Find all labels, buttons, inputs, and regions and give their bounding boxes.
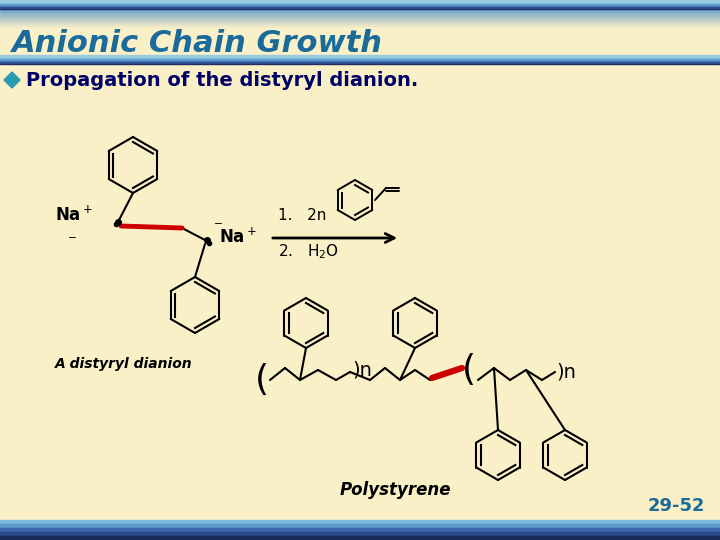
Bar [0, 15, 720, 16]
Bar [0, 520, 720, 524]
Bar [0, 6, 720, 8]
Bar [0, 8, 720, 9]
Text: (: ( [462, 353, 476, 387]
Text: Na$^+$: Na$^+$ [219, 228, 257, 247]
Text: A distyryl dianion: A distyryl dianion [55, 357, 193, 371]
Bar [0, 26, 720, 27]
Bar [0, 61, 720, 63]
Bar [0, 25, 720, 26]
Text: Anionic Chain Growth: Anionic Chain Growth [12, 29, 383, 57]
Bar [0, 536, 720, 540]
Bar [0, 58, 720, 59]
Bar [0, 0, 720, 2]
Bar [0, 0, 720, 55]
Text: Polystyrene: Polystyrene [339, 481, 451, 499]
Bar [0, 528, 720, 532]
Bar [0, 18, 720, 19]
Bar [0, 13, 720, 14]
Bar [0, 12, 720, 13]
Bar [0, 63, 720, 64]
Text: )n: )n [352, 361, 372, 380]
Bar [0, 2, 720, 3]
Bar [0, 23, 720, 24]
Bar [0, 16, 720, 17]
Bar [0, 17, 720, 18]
Bar [0, 14, 720, 15]
Bar [0, 22, 720, 23]
Bar [0, 4, 720, 6]
Bar [0, 11, 720, 12]
Text: 1.   2n: 1. 2n [278, 208, 326, 223]
Text: Na$^+$: Na$^+$ [55, 205, 93, 225]
Bar [0, 57, 720, 58]
Polygon shape [4, 72, 20, 88]
Bar [0, 3, 720, 4]
Bar [0, 20, 720, 21]
Bar [0, 524, 720, 528]
Bar [0, 24, 720, 25]
Bar [0, 9, 720, 10]
Text: )n: )n [556, 362, 576, 381]
Text: 2.   H$_2$O: 2. H$_2$O [278, 242, 339, 261]
Text: $^{-}$: $^{-}$ [213, 220, 223, 235]
Bar [0, 19, 720, 20]
Text: (: ( [255, 363, 269, 397]
Text: $_{-}$: $_{-}$ [67, 225, 77, 240]
Bar [0, 55, 720, 57]
Bar [0, 10, 720, 11]
Text: 29-52: 29-52 [647, 497, 705, 515]
Text: Propagation of the distyryl dianion.: Propagation of the distyryl dianion. [26, 71, 418, 90]
Bar [0, 21, 720, 22]
Bar [0, 532, 720, 536]
Bar [0, 59, 720, 61]
